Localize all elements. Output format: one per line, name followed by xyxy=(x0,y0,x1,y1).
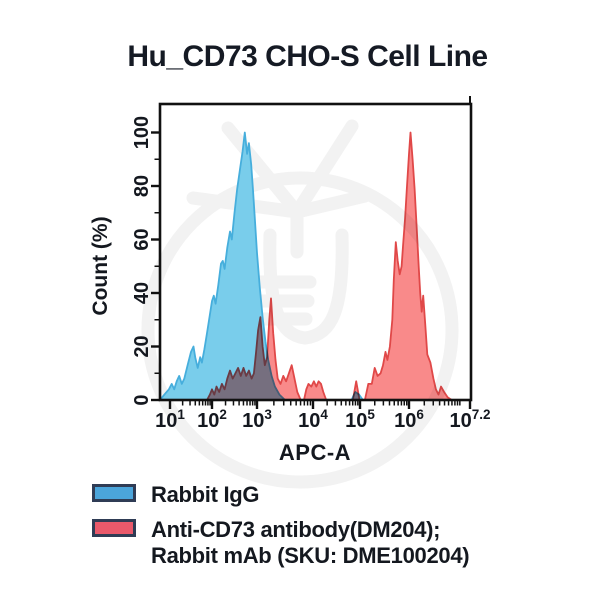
legend-label-anti-cd73-line1: Anti-CD73 antibody(DM204); xyxy=(151,517,441,542)
svg-text:104: 104 xyxy=(298,407,328,432)
legend-item-anti-cd73: Anti-CD73 antibody(DM204); Rabbit mAb (S… xyxy=(92,517,470,569)
svg-text:40: 40 xyxy=(131,282,153,304)
svg-text:0: 0 xyxy=(131,394,153,405)
svg-text:20: 20 xyxy=(131,335,153,357)
chart-title: Hu_CD73 CHO-S Cell Line xyxy=(127,40,488,73)
series-1-area xyxy=(206,131,453,401)
svg-text:103: 103 xyxy=(242,407,272,432)
legend-item-rabbit-igg: Rabbit IgG xyxy=(92,482,260,508)
svg-text:80: 80 xyxy=(131,175,153,197)
svg-text:107.2: 107.2 xyxy=(449,407,490,432)
histogram-series-layer xyxy=(159,131,453,401)
x-axis-label: APC-A xyxy=(278,440,352,465)
svg-text:60: 60 xyxy=(131,228,153,250)
svg-text:102: 102 xyxy=(197,407,227,432)
legend-swatch-blue xyxy=(92,484,136,502)
y-axis-label: Count (%) xyxy=(89,216,112,316)
legend-label-anti-cd73: Anti-CD73 antibody(DM204); Rabbit mAb (S… xyxy=(151,517,470,569)
svg-text:105: 105 xyxy=(345,407,375,432)
legend-label-anti-cd73-line2: Rabbit mAb (SKU: DME100204) xyxy=(151,543,470,568)
legend-swatch-red xyxy=(92,519,136,537)
svg-text:100: 100 xyxy=(131,116,153,149)
legend-label-rabbit-igg: Rabbit IgG xyxy=(151,482,260,507)
